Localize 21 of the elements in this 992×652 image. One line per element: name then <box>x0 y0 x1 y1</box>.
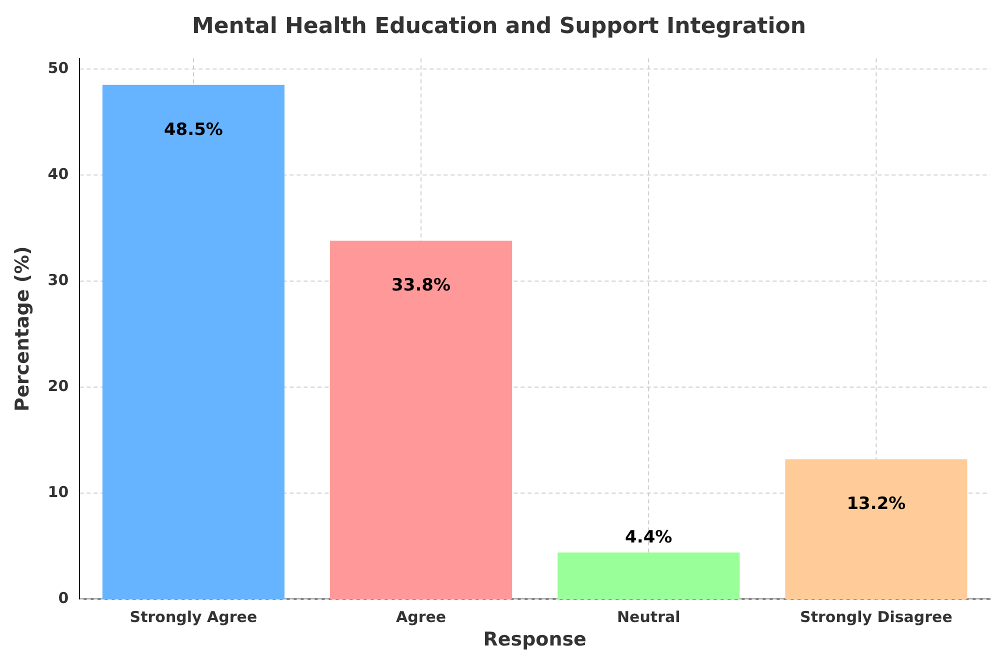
data-label: 4.4% <box>625 527 672 548</box>
data-label: 48.5% <box>164 120 223 140</box>
y-tick-label: 10 <box>48 483 69 502</box>
y-tick-label: 30 <box>48 270 69 289</box>
y-axis-title: Percentage (%) <box>11 246 34 412</box>
x-tick-label: Agree <box>396 608 446 626</box>
x-tick-label: Strongly Agree <box>130 608 258 626</box>
x-axis-title: Response <box>483 628 586 651</box>
x-tick-label: Neutral <box>617 608 680 626</box>
bar <box>558 552 740 600</box>
x-tick-label: Strongly Disagree <box>800 608 952 626</box>
y-tick-label: 50 <box>48 58 69 77</box>
y-tick-label: 0 <box>58 589 69 608</box>
y-tick-label: 40 <box>48 164 69 183</box>
bar <box>330 240 512 600</box>
chart-title: Mental Health Education and Support Integration <box>192 14 806 39</box>
bar <box>102 84 284 600</box>
bar <box>785 459 968 600</box>
y-tick-label: 20 <box>48 377 69 396</box>
data-label: 13.2% <box>846 494 906 514</box>
data-label: 33.8% <box>392 276 451 296</box>
